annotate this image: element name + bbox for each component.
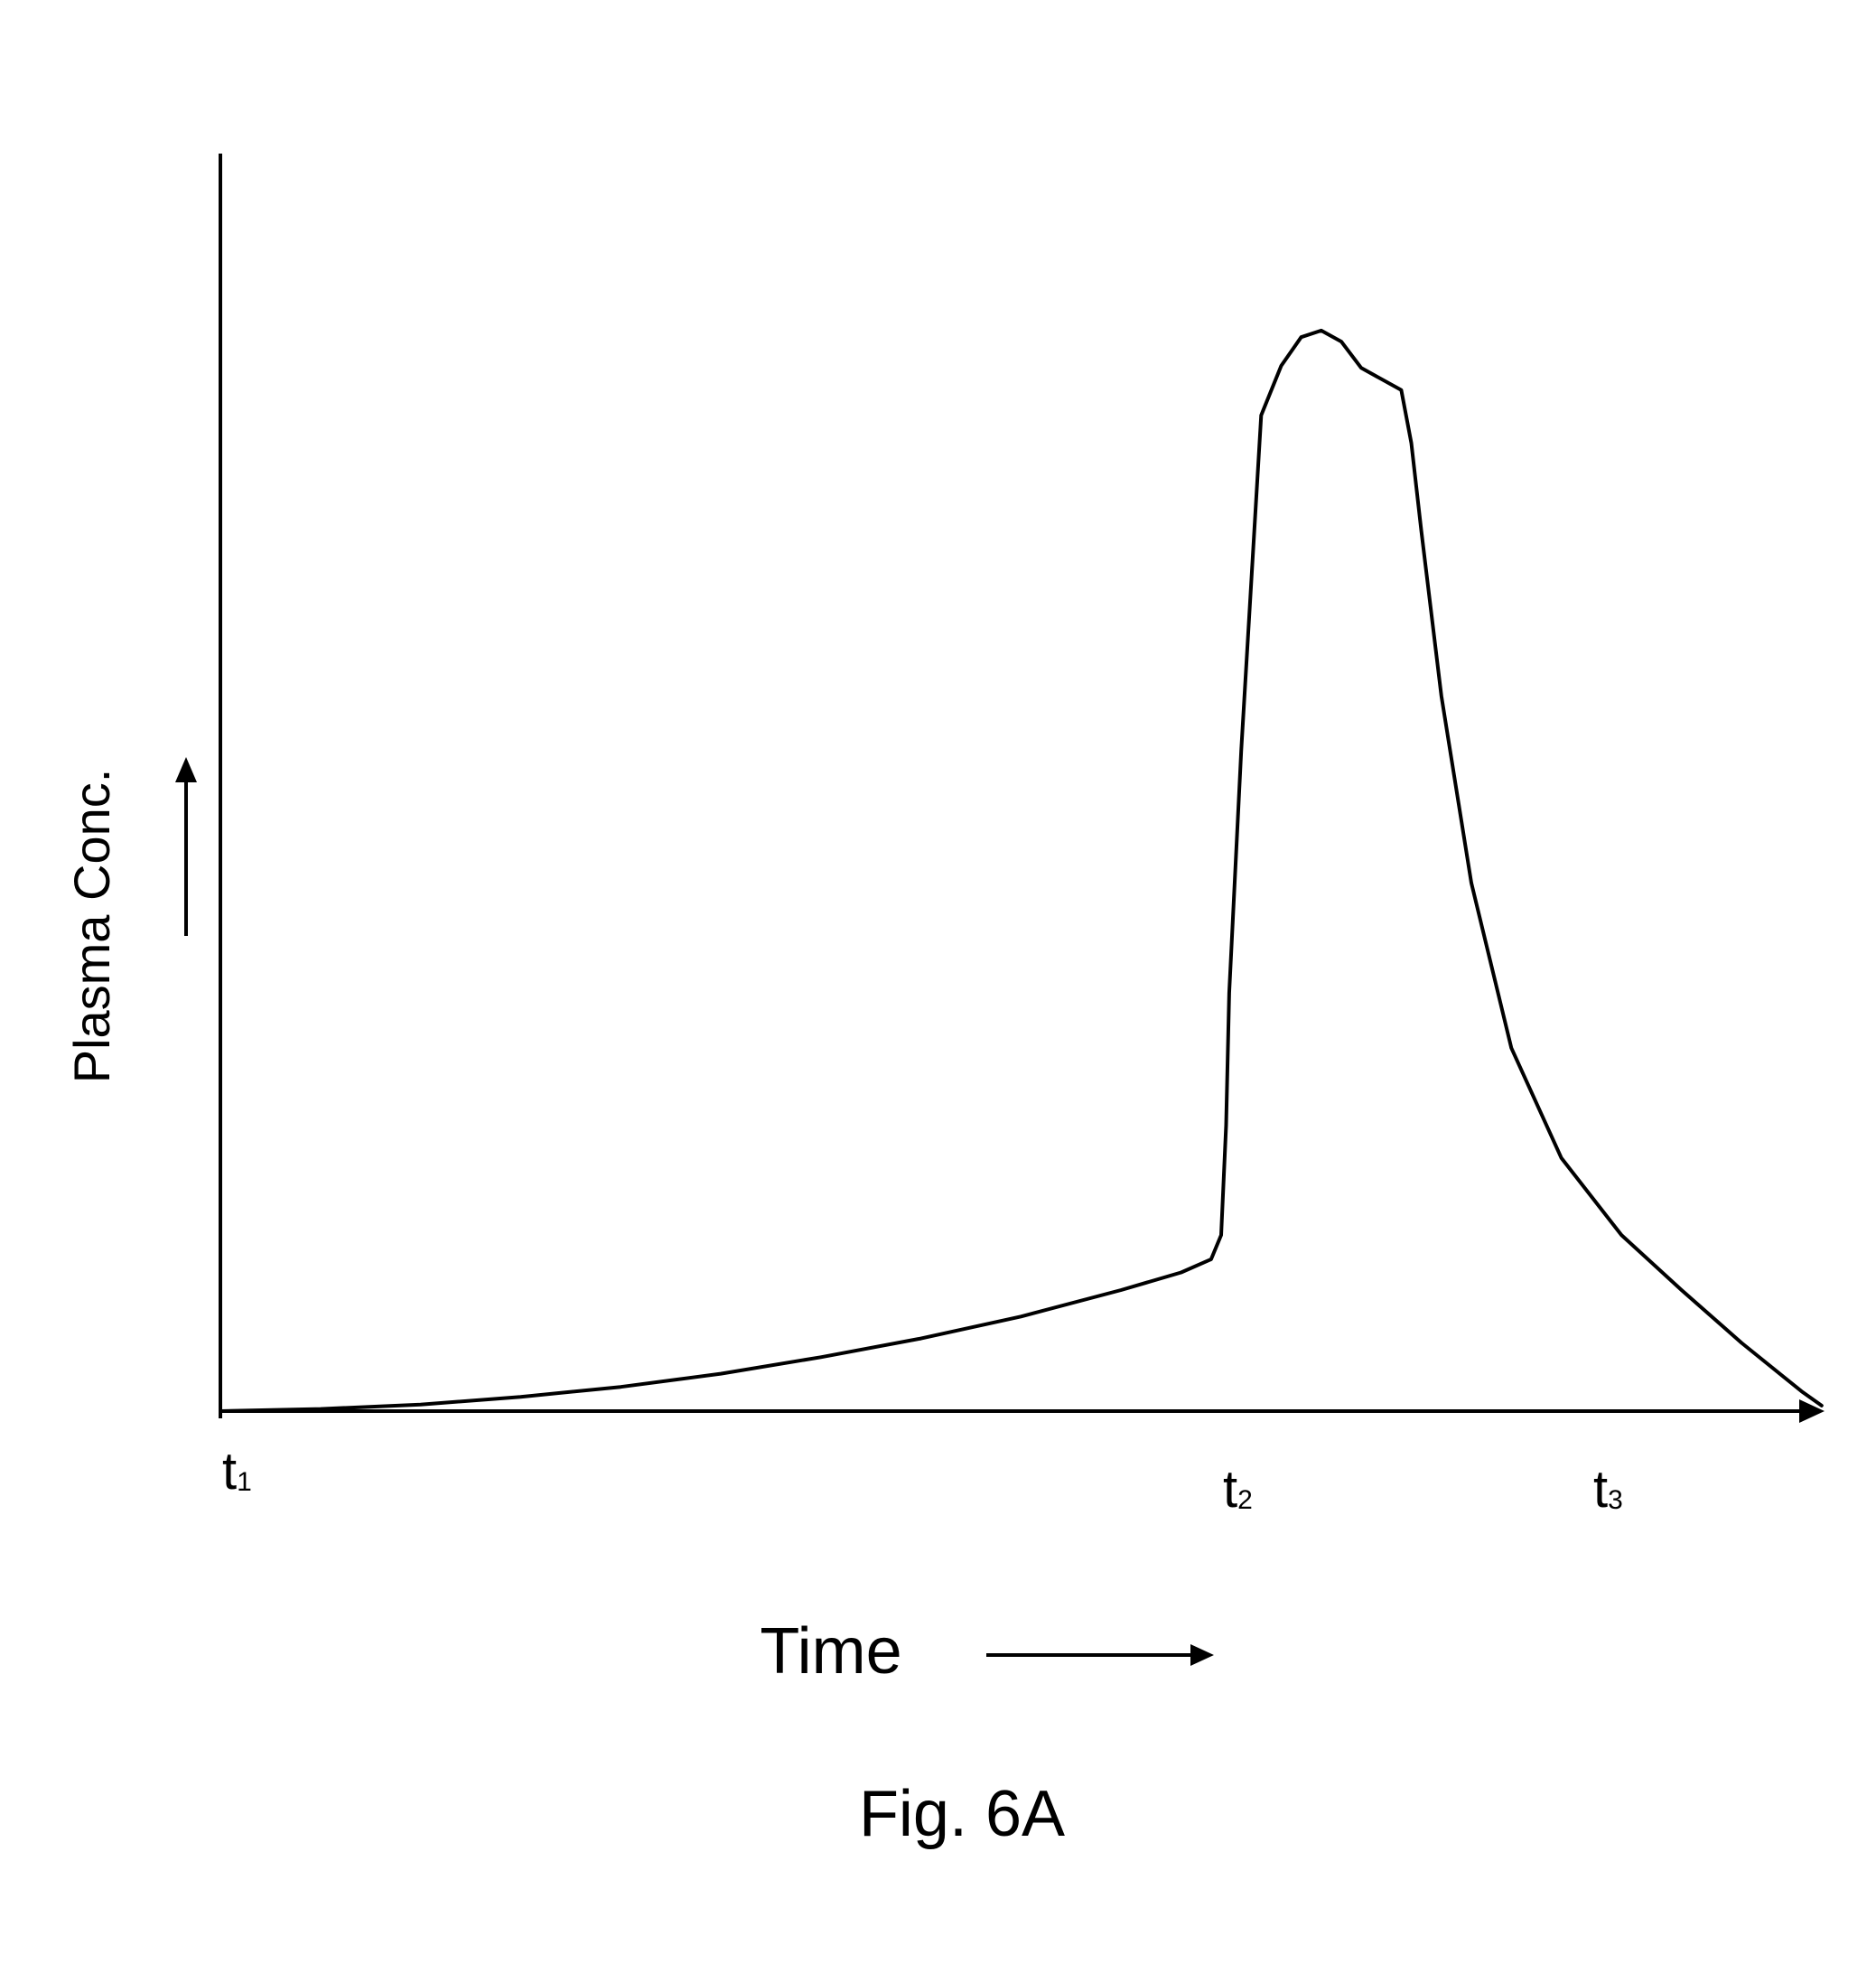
x-axis-arrowhead xyxy=(1799,1399,1825,1423)
y-axis-label-group: Plasma Conc. xyxy=(63,757,197,1083)
y-axis-label: Plasma Conc. xyxy=(63,769,120,1084)
plasma-concentration-curve xyxy=(219,328,1824,1413)
tick-label-t3-subscript: 3 xyxy=(1608,1485,1623,1515)
x-tick-labels: t1 t2 t3 xyxy=(222,1442,1623,1519)
tick-label-t2-subscript: 2 xyxy=(1237,1485,1253,1515)
x-axis-label-group: Time xyxy=(760,1615,1214,1688)
tick-label-t2-base: t xyxy=(1223,1460,1237,1519)
tick-label-t3: t3 xyxy=(1593,1460,1623,1519)
tick-label-t3-base: t xyxy=(1593,1460,1608,1519)
tick-label-t2: t2 xyxy=(1223,1460,1253,1519)
y-label-arrowhead xyxy=(175,757,197,782)
figure-caption: Fig. 6A xyxy=(859,1778,1065,1850)
tick-label-t1: t1 xyxy=(222,1442,252,1501)
x-axis-label: Time xyxy=(760,1615,901,1688)
x-label-arrowhead xyxy=(1190,1644,1214,1666)
tick-label-t1-subscript: 1 xyxy=(237,1467,252,1497)
tick-label-t1-base: t xyxy=(222,1442,237,1501)
